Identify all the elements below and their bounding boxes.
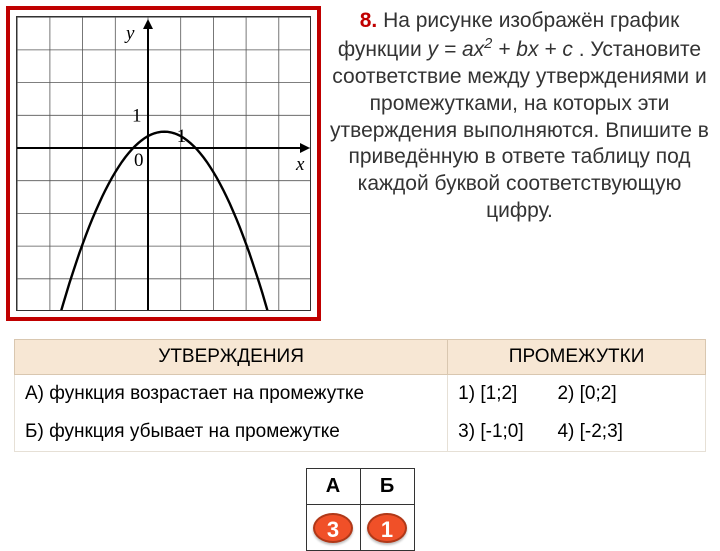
answer-col-a: А: [306, 469, 360, 505]
header-statements: УТВЕРЖДЕНИЯ: [15, 340, 448, 375]
answer-cell-b: 1: [360, 505, 414, 551]
answer-cell-a: 3: [306, 505, 360, 551]
statement-a: А) функция возрастает на промежутке: [15, 375, 448, 414]
answer-table: А Б 3 1: [0, 468, 720, 551]
intervals-row1: 1) [1;2] 2) [0;2]: [448, 375, 706, 414]
match-table: УТВЕРЖДЕНИЯ ПРОМЕЖУТКИ А) функция возрас…: [14, 339, 706, 452]
svg-text:x: x: [295, 154, 305, 175]
svg-text:1: 1: [177, 126, 187, 147]
question-number: 8.: [360, 9, 378, 32]
answer-badge-b: 1: [367, 513, 407, 543]
svg-text:y: y: [124, 23, 135, 44]
graph-frame: y x 0 1 1: [6, 6, 321, 321]
answer-badge-a: 3: [313, 513, 353, 543]
intervals-row2: 3) [-1;0] 4) [-2;3]: [448, 413, 706, 452]
svg-text:1: 1: [132, 105, 142, 126]
header-intervals: ПРОМЕЖУТКИ: [448, 340, 706, 375]
formula: y = ax2 + bx + c: [428, 38, 573, 61]
graph-plot: y x 0 1 1: [16, 16, 311, 311]
svg-text:0: 0: [134, 150, 144, 171]
answer-col-b: Б: [360, 469, 414, 505]
statement-b: Б) функция убывает на промежутке: [15, 413, 448, 452]
question-text: 8. На рисунке изображён график функции y…: [329, 6, 714, 321]
